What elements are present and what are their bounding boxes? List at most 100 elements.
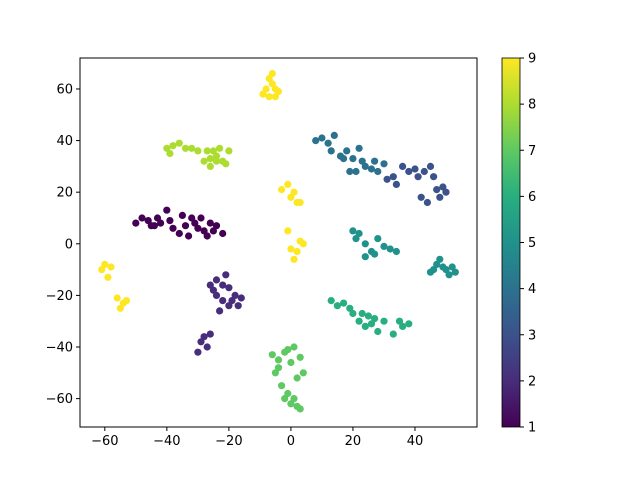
scatter-point bbox=[206, 219, 214, 227]
scatter-point bbox=[163, 206, 171, 214]
x-tick-label: −40 bbox=[153, 434, 180, 449]
scatter-point bbox=[355, 144, 363, 152]
scatter-point bbox=[367, 165, 376, 173]
scatter-point bbox=[222, 271, 230, 279]
scatter-point bbox=[361, 253, 369, 261]
x-tick-label: 0 bbox=[287, 434, 295, 449]
scatter-point bbox=[122, 297, 131, 305]
scatter-point bbox=[206, 330, 214, 338]
scatter-point bbox=[153, 214, 162, 222]
scatter-point bbox=[374, 327, 382, 336]
colorbar-tick-label: 9 bbox=[528, 52, 536, 67]
scatter-point bbox=[395, 317, 404, 325]
scatter-point bbox=[163, 144, 171, 152]
y-tick-label: 20 bbox=[56, 186, 73, 201]
scatter-point bbox=[392, 247, 400, 256]
scatter-point bbox=[349, 227, 357, 235]
scatter-point bbox=[380, 160, 388, 168]
scatter-point bbox=[219, 281, 227, 289]
scatter-point bbox=[439, 263, 447, 271]
scatter-point bbox=[355, 317, 363, 325]
y-tick-label: −60 bbox=[46, 392, 73, 407]
scatter-point bbox=[212, 152, 221, 160]
scatter-point bbox=[191, 219, 199, 227]
scatter-point bbox=[318, 134, 326, 142]
scatter-point bbox=[274, 356, 283, 364]
scatter-point bbox=[185, 232, 193, 240]
scatter-point bbox=[355, 229, 363, 238]
scatter-point bbox=[361, 162, 369, 170]
scatter-point bbox=[188, 144, 196, 152]
scatter-point bbox=[296, 405, 304, 413]
scatter-point bbox=[287, 400, 295, 408]
scatter-point bbox=[197, 214, 205, 222]
scatter-point bbox=[212, 222, 221, 230]
scatter-point bbox=[216, 144, 224, 152]
scatter-point bbox=[380, 242, 388, 250]
scatter-point bbox=[327, 147, 335, 155]
scatter-point bbox=[392, 180, 400, 188]
scatter-point bbox=[389, 330, 397, 338]
scatter-point bbox=[271, 85, 279, 93]
scatter-point bbox=[290, 343, 298, 351]
scatter-point bbox=[104, 273, 112, 281]
colorbar-tick-label: 1 bbox=[528, 421, 536, 436]
scatter-point bbox=[181, 222, 190, 230]
scatter-point bbox=[194, 147, 202, 155]
scatter-point bbox=[175, 139, 183, 147]
scatter-point bbox=[209, 227, 217, 235]
scatter-point bbox=[411, 165, 419, 173]
y-tick-label: −20 bbox=[46, 289, 73, 304]
scatter-point bbox=[290, 395, 298, 403]
scatter-point bbox=[200, 157, 208, 165]
scatter-point bbox=[225, 302, 233, 310]
scatter-point bbox=[268, 69, 276, 78]
scatter-point bbox=[436, 193, 444, 201]
scatter-point bbox=[203, 343, 211, 351]
scatter-point bbox=[237, 294, 245, 302]
scatter-point bbox=[206, 162, 214, 170]
scatter-point bbox=[417, 193, 425, 201]
scatter-point bbox=[374, 235, 382, 243]
x-tick-label: 40 bbox=[407, 434, 424, 449]
scatter-point bbox=[212, 276, 221, 284]
scatter-point bbox=[333, 302, 341, 310]
scatter-point bbox=[358, 157, 366, 165]
scatter-point bbox=[327, 297, 335, 305]
scatter-point bbox=[225, 147, 233, 155]
scatter-point bbox=[349, 309, 357, 318]
colorbar-tick-label: 5 bbox=[528, 236, 536, 251]
scatter-point bbox=[383, 175, 391, 183]
scatter-point bbox=[268, 351, 276, 359]
scatter-point bbox=[448, 263, 456, 271]
scatter-point bbox=[278, 382, 286, 390]
x-tick-label: −20 bbox=[215, 434, 242, 449]
scatter-point bbox=[426, 162, 435, 170]
scatter-point bbox=[212, 157, 221, 165]
scatter-point bbox=[116, 304, 124, 312]
scatter-point bbox=[206, 281, 214, 289]
scatter-point bbox=[389, 173, 397, 181]
scatter-point bbox=[234, 302, 242, 310]
scatter-point bbox=[330, 131, 338, 139]
scatter-point bbox=[259, 90, 267, 98]
colorbar-tick-label: 7 bbox=[528, 144, 536, 159]
scatter-point bbox=[361, 322, 369, 330]
scatter-point bbox=[340, 155, 348, 163]
colorbar-tick-label: 8 bbox=[528, 98, 536, 113]
y-tick-label: 60 bbox=[56, 82, 73, 97]
scatter-point bbox=[219, 297, 227, 305]
scatter-point bbox=[290, 188, 298, 196]
scatter-point bbox=[414, 173, 422, 181]
scatter-point bbox=[439, 183, 447, 191]
scatter-point bbox=[284, 180, 292, 188]
scatter-point bbox=[287, 245, 295, 253]
colorbar-tick-label: 3 bbox=[528, 328, 536, 343]
scatter-point bbox=[423, 198, 431, 207]
scatter-point bbox=[299, 369, 307, 377]
scatter-point bbox=[405, 320, 413, 328]
scatter-point bbox=[175, 229, 183, 238]
scatter-point bbox=[380, 317, 388, 325]
scatter-point bbox=[433, 186, 441, 194]
scatter-point bbox=[178, 211, 186, 219]
